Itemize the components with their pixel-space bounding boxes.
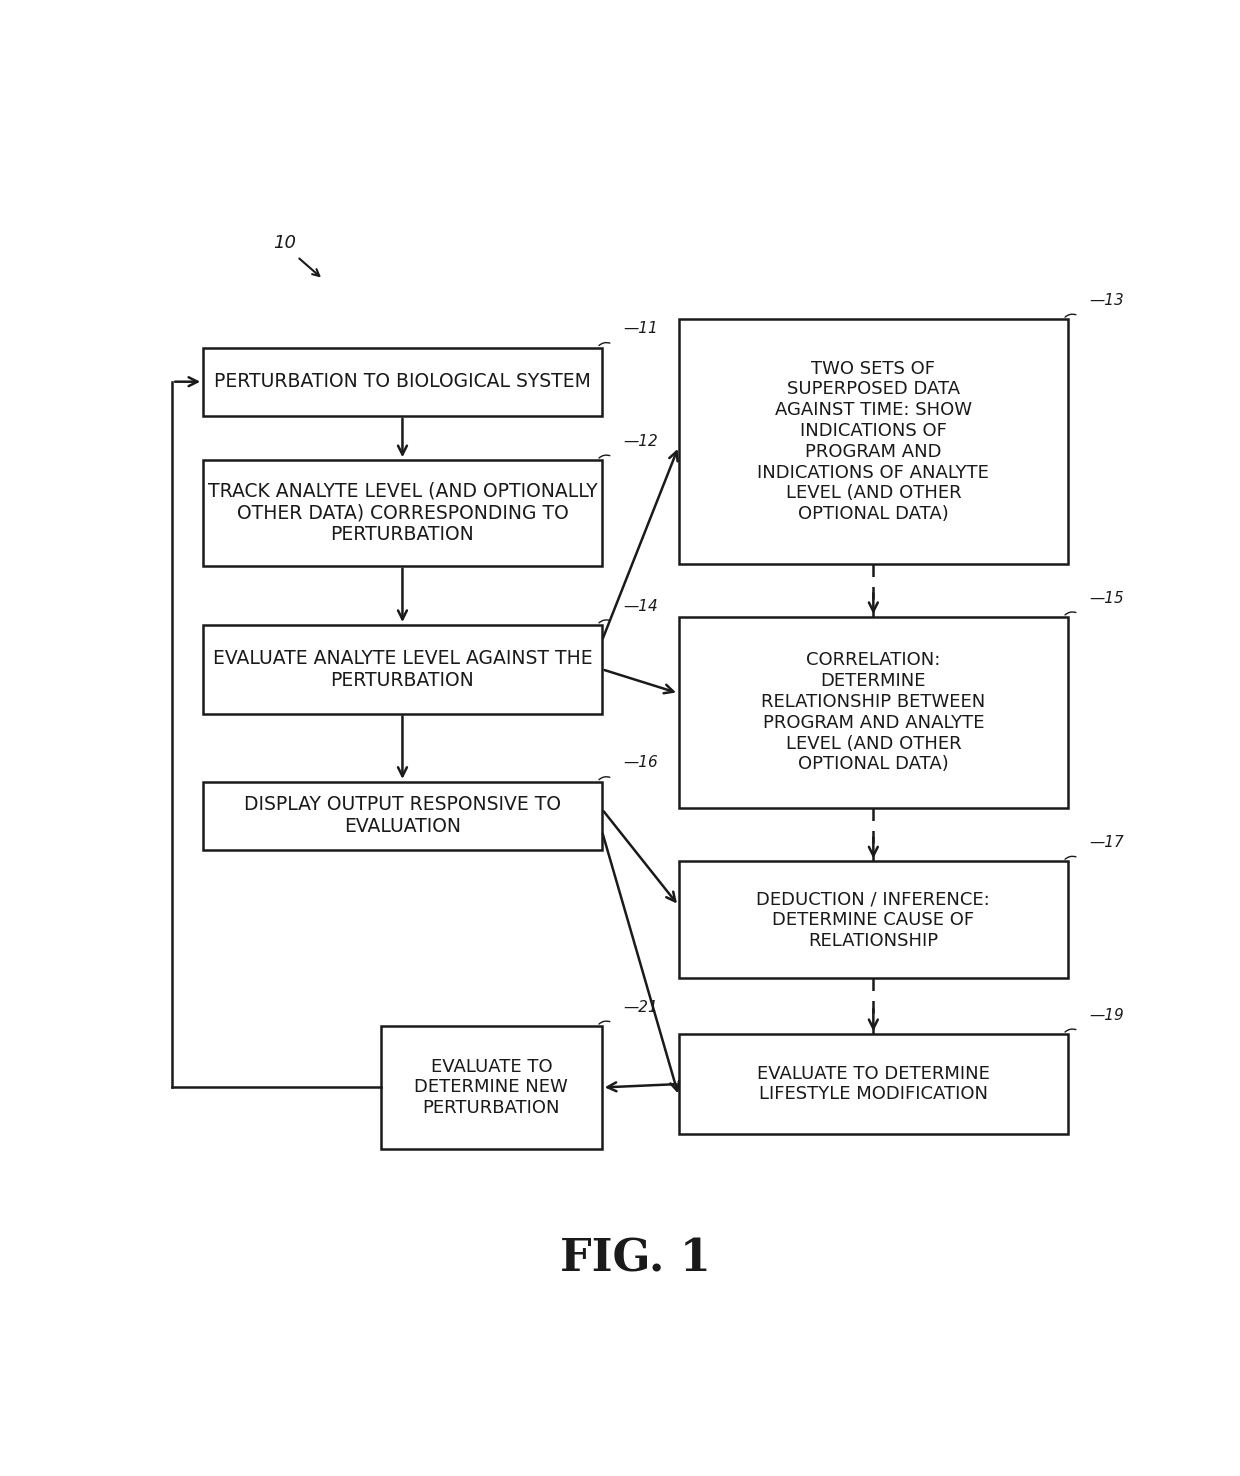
FancyBboxPatch shape [678,617,1068,807]
FancyBboxPatch shape [678,1035,1068,1134]
Text: DEDUCTION / INFERENCE:
DETERMINE CAUSE OF
RELATIONSHIP: DEDUCTION / INFERENCE: DETERMINE CAUSE O… [756,890,991,949]
FancyBboxPatch shape [381,1026,601,1148]
Text: —17: —17 [1089,835,1123,850]
Text: EVALUATE ANALYTE LEVEL AGAINST THE
PERTURBATION: EVALUATE ANALYTE LEVEL AGAINST THE PERTU… [212,649,593,689]
Text: —13: —13 [1089,292,1123,308]
Text: —21: —21 [622,999,657,1014]
Text: —11: —11 [622,322,657,337]
Text: —14: —14 [622,599,657,614]
FancyBboxPatch shape [203,782,601,850]
Text: DISPLAY OUTPUT RESPONSIVE TO
EVALUATION: DISPLAY OUTPUT RESPONSIVE TO EVALUATION [244,796,560,837]
FancyBboxPatch shape [678,862,1068,979]
Text: EVALUATE TO
DETERMINE NEW
PERTURBATION: EVALUATE TO DETERMINE NEW PERTURBATION [414,1058,568,1117]
Text: —15: —15 [1089,590,1123,605]
Text: —12: —12 [622,434,657,449]
Text: EVALUATE TO DETERMINE
LIFESTYLE MODIFICATION: EVALUATE TO DETERMINE LIFESTYLE MODIFICA… [756,1064,990,1104]
Text: —19: —19 [1089,1008,1123,1023]
Text: CORRELATION:
DETERMINE
RELATIONSHIP BETWEEN
PROGRAM AND ANALYTE
LEVEL (AND OTHER: CORRELATION: DETERMINE RELATIONSHIP BETW… [761,651,986,773]
Text: PERTURBATION TO BIOLOGICAL SYSTEM: PERTURBATION TO BIOLOGICAL SYSTEM [215,372,591,391]
FancyBboxPatch shape [678,319,1068,564]
FancyBboxPatch shape [203,461,601,565]
FancyBboxPatch shape [203,624,601,713]
FancyBboxPatch shape [203,347,601,416]
Text: TRACK ANALYTE LEVEL (AND OPTIONALLY
OTHER DATA) CORRESPONDING TO
PERTURBATION: TRACK ANALYTE LEVEL (AND OPTIONALLY OTHE… [207,481,598,545]
Text: —16: —16 [622,756,657,770]
Text: 10: 10 [273,235,296,252]
Text: FIG. 1: FIG. 1 [560,1237,711,1281]
Text: TWO SETS OF
SUPERPOSED DATA
AGAINST TIME: SHOW
INDICATIONS OF
PROGRAM AND
INDICA: TWO SETS OF SUPERPOSED DATA AGAINST TIME… [758,360,990,523]
